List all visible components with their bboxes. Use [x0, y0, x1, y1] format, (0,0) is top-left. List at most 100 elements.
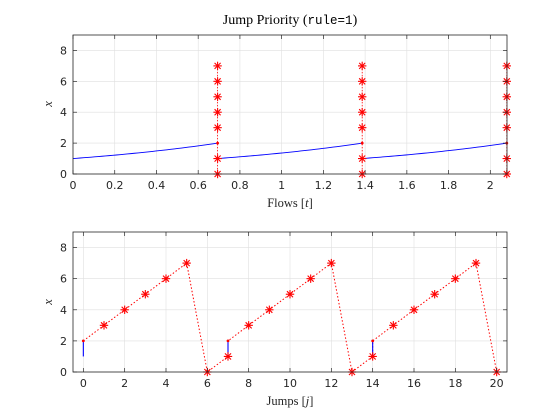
flows-y-tick-label: 4 [60, 106, 67, 119]
jump-point-marker [389, 321, 398, 330]
jumps-y-tick-label: 6 [60, 273, 67, 286]
jump-point-marker [357, 108, 367, 117]
jumps-x-tick-label: 6 [204, 377, 211, 390]
jump-point-marker-stroke [265, 306, 273, 314]
jump-point-marker-stroke [472, 259, 480, 267]
jump-point-marker [213, 123, 222, 132]
jump-point-marker-stroke [327, 259, 335, 267]
jump-point-marker [265, 305, 274, 314]
chart-title: Jump Priority (rule=1) [223, 13, 358, 28]
jump-point-marker-stroke [410, 306, 418, 314]
jump-point-marker-stroke [214, 93, 222, 101]
jump-point-marker [213, 61, 222, 71]
jump-point-marker [327, 258, 336, 268]
jump-point-marker-stroke [224, 353, 232, 360]
jump-point-marker [213, 77, 222, 86]
jumps-x-tick-label: 0 [80, 377, 87, 390]
jump-point-marker [285, 290, 295, 299]
flow-curve [362, 142, 507, 160]
jump-point-marker [141, 290, 150, 299]
jump-point-marker [357, 61, 367, 71]
flows-x-tick-label: 0.4 [148, 179, 166, 192]
jump-point-marker-stroke [214, 124, 222, 132]
flow-end-dot [226, 339, 230, 343]
jump-point-marker-stroke [307, 275, 315, 283]
flows-y-tick-label: 6 [60, 75, 67, 88]
jump-point-marker [357, 92, 367, 101]
flows-x-tick-label: 1.2 [315, 179, 333, 192]
jump-point-marker-stroke [214, 155, 222, 162]
jumps-x-tick-label: 12 [324, 377, 338, 390]
jump-point-marker [430, 290, 439, 299]
jump-point-marker-stroke [141, 290, 149, 298]
jump-path [83, 262, 498, 373]
jumps-x-tick-label: 18 [448, 377, 462, 390]
flow-curve [72, 142, 218, 160]
jump-point-marker [182, 258, 191, 268]
jumps-x-tick-label: 2 [121, 377, 128, 390]
flows-x-tick-label: 1.6 [398, 179, 416, 192]
jump-point-marker-stroke [389, 321, 397, 329]
jump-point-marker [368, 352, 377, 361]
jump-point-marker-stroke [286, 290, 294, 298]
jump-point-marker-stroke [358, 93, 366, 101]
jumps-chart: 0 2 4 6 8 10 12 14 16 18 20 0 2 4 6 8 Jumps [j] x [41, 231, 508, 408]
jumps-y-axis-label: x [41, 299, 55, 306]
jump-point-marker [223, 352, 233, 361]
jumps-x-tick-label: 4 [163, 377, 170, 390]
jumps-x-tick-label: 8 [245, 377, 252, 390]
jump-point-marker-stroke [214, 108, 222, 116]
jumps-ticks: 0 2 4 6 8 10 12 14 16 18 20 0 2 4 6 8 [60, 232, 507, 390]
jump-point-marker [306, 274, 315, 283]
flows-x-tick-label: 2 [487, 179, 494, 192]
jump-point-marker [213, 92, 222, 101]
jump-point-marker-stroke [214, 62, 222, 70]
flows-x-tick-label: 1 [278, 179, 285, 192]
jumps-x-tick-label: 10 [283, 377, 297, 390]
jump-point-marker [471, 258, 481, 268]
flows-y-tick-label: 8 [60, 44, 67, 57]
jump-point-marker-stroke [162, 275, 170, 283]
jumps-data [81, 258, 501, 377]
flows-y-tick-label: 2 [60, 137, 67, 150]
flows-x-tick-label: 1.8 [440, 179, 458, 192]
flows-x-tick-label: 0.2 [106, 179, 124, 192]
jumps-x-tick-label: 20 [490, 377, 504, 390]
jumps-y-tick-label: 2 [60, 335, 67, 348]
jump-point-marker [244, 321, 253, 330]
jump-point-marker [161, 274, 171, 283]
jump-point-marker [213, 108, 222, 117]
jump-point-marker-stroke [358, 124, 366, 132]
jump-point-marker [99, 321, 109, 330]
flows-x-tick-label: 0.6 [189, 179, 207, 192]
jump-point-marker-stroke [358, 155, 366, 162]
jump-point-marker-stroke [100, 321, 108, 329]
jumps-x-axis-label: Jumps [j] [267, 394, 314, 408]
flows-axes-box [72, 34, 508, 175]
jump-point-marker-stroke [121, 306, 129, 314]
flows-chart: 0 0.2 0.4 0.6 0.8 1 1.2 1.4 1.6 1.8 2 0 2 4 6 8 Flows [… [41, 34, 511, 210]
flow-end-dot [81, 339, 85, 343]
jump-point-marker [451, 274, 460, 283]
jump-point-marker-stroke [358, 77, 366, 85]
jumps-y-tick-label: 8 [60, 242, 67, 255]
jumps-grid [73, 232, 507, 373]
flows-plot-area [73, 35, 507, 174]
jumps-y-tick-label: 0 [60, 366, 67, 379]
flows-x-tick-label: 0.8 [231, 179, 249, 192]
jump-point-marker-stroke [358, 108, 366, 116]
jump-point-marker [213, 154, 222, 163]
jump-point-marker [409, 305, 419, 314]
flow-end-dot [216, 141, 219, 145]
flow-end-dot [371, 339, 375, 343]
jump-point-marker-stroke [451, 275, 459, 283]
jump-point-marker [357, 77, 367, 86]
jump-point-marker-stroke [183, 259, 191, 267]
jumps-y-tick-label: 4 [60, 304, 67, 317]
jump-point-marker [357, 123, 367, 132]
flows-y-axis-label: x [41, 101, 55, 108]
flows-x-tick-label: 0 [70, 179, 77, 192]
flows-ticks: 0 0.2 0.4 0.6 0.8 1 1.2 1.4 1.6 1.8 2 0 2 4 6 8 [60, 35, 507, 192]
jump-point-marker-stroke [358, 62, 366, 70]
